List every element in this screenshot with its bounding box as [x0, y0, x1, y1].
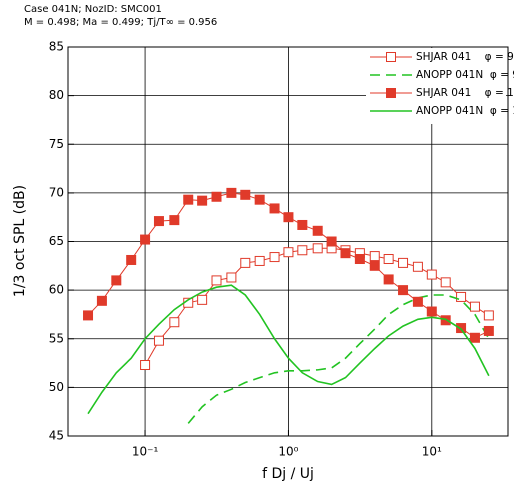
marker — [312, 243, 323, 254]
marker — [412, 261, 423, 272]
marker — [226, 272, 237, 283]
marker — [440, 277, 451, 288]
marker — [226, 187, 237, 198]
marker — [369, 251, 380, 262]
marker — [269, 203, 280, 214]
marker — [398, 285, 409, 296]
marker — [153, 335, 164, 346]
marker — [383, 274, 394, 285]
marker — [197, 195, 208, 206]
legend-label: ANOPP 041N φ = 150° — [416, 105, 514, 117]
marker — [197, 294, 208, 305]
marker — [426, 306, 437, 317]
x-tick-label: 10¹ — [422, 445, 442, 459]
marker — [111, 275, 122, 286]
marker — [483, 310, 494, 321]
marker — [483, 325, 494, 336]
marker — [169, 215, 180, 226]
y-axis-label: 1/3 oct SPL (dB) — [12, 185, 28, 297]
marker — [211, 275, 222, 286]
y-tick-label: 80 — [49, 88, 64, 102]
legend-marker — [386, 52, 396, 62]
x-tick-label: 10⁰ — [278, 445, 298, 459]
marker — [312, 225, 323, 236]
series-line — [87, 284, 490, 415]
marker — [254, 194, 265, 205]
marker — [269, 252, 280, 263]
marker — [140, 360, 151, 371]
legend-marker — [386, 88, 396, 98]
x-axis-label: f Dj / Uj — [262, 466, 314, 482]
plot-frame — [67, 46, 509, 437]
legend-label: SHJAR 041 φ = 90° — [416, 51, 514, 63]
marker — [240, 189, 251, 200]
marker — [440, 315, 451, 326]
marker — [126, 254, 137, 265]
marker — [96, 295, 107, 306]
y-tick-label: 55 — [49, 331, 64, 345]
legend-label: SHJAR 041 φ = 150° — [416, 87, 514, 99]
marker — [283, 247, 294, 258]
marker — [140, 234, 151, 245]
legend-label: ANOPP 041N φ = 90° — [416, 69, 514, 81]
y-tick-label: 70 — [49, 185, 64, 199]
y-tick-label: 50 — [49, 380, 64, 394]
marker — [211, 191, 222, 202]
marker — [153, 216, 164, 227]
x-tick-label: 10⁻¹ — [132, 445, 159, 459]
marker — [398, 257, 409, 268]
marker — [169, 317, 180, 328]
marker — [83, 310, 94, 321]
marker — [240, 257, 251, 268]
chart-title: Case 041N; NozID: SMC001 — [24, 4, 162, 15]
marker — [469, 332, 480, 343]
series-line — [187, 294, 490, 424]
marker — [254, 255, 265, 266]
y-tick-label: 75 — [49, 137, 64, 151]
marker — [283, 212, 294, 223]
marker — [469, 301, 480, 312]
marker — [383, 254, 394, 265]
marker — [326, 236, 337, 247]
marker — [456, 291, 467, 302]
marker — [354, 254, 365, 265]
chart-subtitle: M = 0.498; Ma = 0.499; Tj/T∞ = 0.956 — [24, 17, 217, 28]
marker — [340, 248, 351, 259]
marker — [297, 245, 308, 256]
marker — [426, 269, 437, 280]
marker — [412, 296, 423, 307]
y-tick-label: 45 — [49, 429, 64, 443]
y-tick-label: 60 — [49, 283, 64, 297]
marker — [297, 219, 308, 230]
marker — [456, 323, 467, 334]
marker — [183, 194, 194, 205]
y-tick-label: 65 — [49, 234, 64, 248]
series-line — [144, 247, 490, 366]
marker — [369, 260, 380, 271]
y-tick-label: 85 — [49, 40, 64, 54]
